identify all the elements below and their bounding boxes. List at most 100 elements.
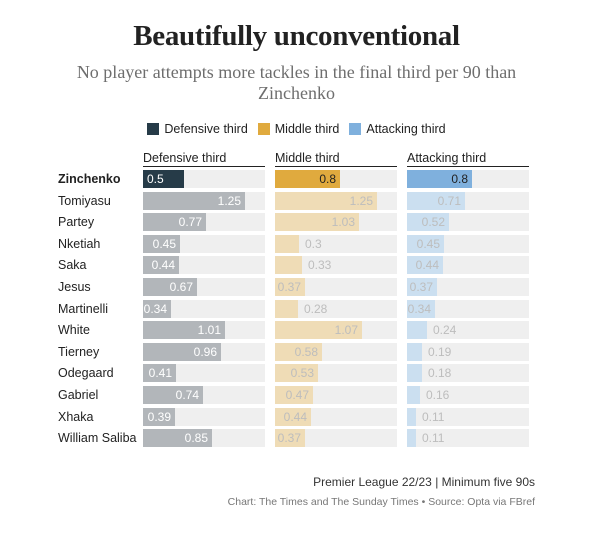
value-label: 0.45: [416, 236, 440, 251]
bar-attacking-tomiyasu: [407, 191, 465, 210]
bar-defensive-odegaard: [143, 364, 176, 383]
value-label: 0.44: [151, 258, 175, 273]
player-label: Zinchenko: [58, 172, 121, 186]
bar-defensive-zinchenko: [143, 170, 184, 188]
bar-track: [407, 429, 529, 448]
bar-attacking-white: [407, 321, 427, 340]
bar-attacking-jesus: [407, 278, 437, 296]
bar-middle-saka: [275, 256, 302, 275]
value-label: 0.44: [283, 409, 307, 424]
player-label: Tierney: [58, 344, 100, 359]
bar-track: [275, 234, 397, 253]
value-label: 0.52: [421, 215, 445, 230]
bar-attacking-gabriel: [407, 386, 420, 404]
bar-defensive-gabriel: [143, 386, 203, 404]
player-label: Martinelli: [58, 301, 109, 316]
bar-middle-william-saliba: [275, 429, 305, 448]
bar-middle-odegaard: [275, 364, 318, 383]
player-label: Nketiah: [58, 236, 101, 251]
bar-attacking-saka: [407, 256, 443, 275]
value-label: 0.34: [143, 301, 167, 316]
bar-middle-partey: [275, 213, 359, 232]
legend: Defensive third Middle third Attacking t…: [0, 122, 593, 136]
value-label: 0.37: [277, 280, 301, 294]
bar-track: [407, 299, 529, 318]
value-label: 0.16: [426, 388, 450, 402]
player-label: Jesus: [58, 280, 91, 294]
value-label: 0.8: [451, 172, 468, 186]
value-label: 0.77: [178, 215, 202, 230]
value-label: 0.24: [433, 323, 457, 338]
bar-defensive-white: [143, 321, 225, 340]
value-label: 0.71: [437, 193, 461, 208]
column-header-defensive: Defensive third: [143, 151, 227, 165]
bar-defensive-partey: [143, 213, 206, 232]
value-label: 1.25: [217, 193, 241, 208]
player-label: Saka: [58, 258, 87, 273]
chart-title: Beautifully unconventional: [133, 20, 460, 52]
footer-credit: Chart: The Times and The Sunday Times • …: [227, 496, 535, 508]
bar-middle-tierney: [275, 342, 322, 361]
bar-track: [275, 299, 397, 318]
bar-track: [407, 407, 529, 426]
value-label: 0.45: [152, 236, 176, 251]
bar-middle-zinchenko: [275, 170, 340, 188]
bar-defensive-william-saliba: [143, 429, 212, 448]
bar-middle-tomiyasu: [275, 191, 377, 210]
value-label: 0.11: [422, 431, 445, 446]
bar-attacking-tierney: [407, 342, 422, 361]
player-label: White: [58, 323, 90, 338]
player-label: Gabriel: [58, 388, 99, 402]
chart-subtitle: No player attempts more tackles in the f…: [76, 62, 517, 103]
legend-label-middle: Middle third: [274, 122, 340, 136]
player-label: Tomiyasu: [58, 193, 111, 208]
bar-defensive-jesus: [143, 278, 197, 296]
value-label: 0.44: [415, 258, 439, 273]
legend-item-middle: Middle third: [257, 122, 340, 136]
bar-track: [275, 256, 397, 275]
bar-middle-white: [275, 321, 362, 340]
value-label: 0.18: [428, 366, 452, 381]
value-label: 0.5: [147, 172, 164, 186]
bar-attacking-odegaard: [407, 364, 422, 383]
bar-track: [275, 429, 397, 448]
value-label: 0.34: [407, 301, 431, 316]
bar-defensive-saka: [143, 256, 179, 275]
column-rule-defensive: [143, 166, 265, 167]
value-label: 1.03: [331, 215, 355, 230]
player-label: Partey: [58, 215, 95, 230]
bar-track: [407, 278, 529, 296]
bar-middle-nketiah: [275, 234, 299, 253]
value-label: 0.96: [193, 344, 217, 359]
bar-defensive-martinelli: [143, 299, 171, 318]
legend-swatch-attacking: [349, 123, 362, 135]
bar-attacking-martinelli: [407, 299, 435, 318]
legend-swatch-defensive: [147, 123, 160, 135]
bar-middle-xhaka: [275, 407, 311, 426]
bar-middle-jesus: [275, 278, 305, 296]
value-label: 0.33: [308, 258, 332, 273]
value-label: 0.28: [304, 301, 328, 316]
value-label: 0.37: [409, 280, 433, 294]
value-label: 0.39: [147, 409, 171, 424]
value-label: 1.07: [334, 323, 358, 338]
bar-middle-gabriel: [275, 386, 313, 404]
bar-middle-martinelli: [275, 299, 298, 318]
player-label: Odegaard: [58, 366, 114, 381]
bar-attacking-william-saliba: [407, 429, 416, 448]
value-label: 0.19: [428, 344, 452, 359]
value-label: 0.85: [184, 431, 208, 446]
value-label: 0.74: [175, 388, 199, 402]
bar-track: [275, 278, 397, 296]
bar-defensive-tierney: [143, 342, 221, 361]
column-header-middle: Middle third: [275, 151, 340, 165]
bar-track: [407, 321, 529, 340]
footer-note: Premier League 22/23 | Minimum five 90s: [313, 475, 535, 489]
bar-track: [143, 299, 265, 318]
value-label: 0.8: [319, 172, 336, 186]
column-header-attacking: Attacking third: [407, 151, 487, 165]
legend-label-defensive: Defensive third: [164, 122, 248, 136]
bar-defensive-nketiah: [143, 234, 180, 253]
value-label: 1.01: [197, 323, 221, 338]
bar-defensive-xhaka: [143, 407, 175, 426]
